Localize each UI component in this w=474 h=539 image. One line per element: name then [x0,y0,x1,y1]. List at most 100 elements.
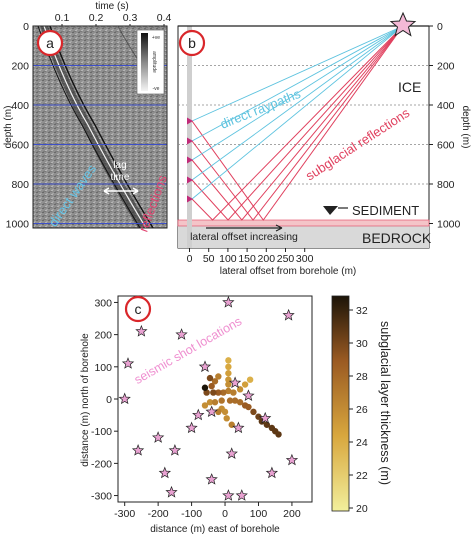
panel-a-time-tick: 0.4 [157,12,172,24]
panel-b-x-tick: 150 [238,253,256,265]
panel-c-x-tick: -100 [181,508,202,520]
thickness-point [206,399,214,406]
panel-b-x-tick: 100 [219,253,237,265]
shot-star-icon [282,308,295,321]
colorbar-tick: 26 [356,404,368,416]
shot-star-icon [118,392,131,405]
thickness-point [230,389,237,396]
receiver-marker-icon [187,195,193,203]
thickness-point [215,373,222,380]
thickness-point [225,357,232,364]
svg-text:c: c [135,301,142,317]
reflected-ray [191,25,404,221]
thickness-point [215,389,222,396]
panel-b-xlabel: lateral offset from borehole (m) [220,266,357,277]
thickness-point [245,403,252,411]
panel-b: ICE direct raypaths subglacial reflectio… [177,11,471,277]
direct-ray [191,25,404,122]
colorbar-top-label: +ve [152,35,160,41]
shot-star-icon [228,376,242,389]
colorbar-mid-label: amplitude [151,51,157,73]
panel-b-x-ticks: 0 50 100 150 200 250 300 [187,248,314,265]
panel-b-depth-tick: 0 [437,21,443,33]
panel-a-depth-tick: 400 [11,100,29,112]
borehole [187,26,192,248]
lag-time-label-2: time [111,172,130,183]
panel-a-depth-tick: 0 [23,21,29,33]
direct-ray [191,25,404,200]
shot-star-icon [225,447,238,459]
lateral-offset-label: lateral offset increasing [190,231,298,243]
direct-ray [191,25,404,142]
shot-star-icon [121,357,135,369]
amplitude-colorbar [141,33,148,91]
shot-star-icon [232,421,245,434]
panel-a-ylabel: depth (m) [3,106,14,149]
thickness-point [225,363,232,371]
panel-b-x-tick: 0 [187,253,193,265]
panel-b-depth-ticks: 0 200 400 600 800 1000 [429,21,461,231]
colorbar-tick: 32 [356,305,368,317]
svg-text:a: a [46,35,54,51]
shot-star-icon [198,360,212,373]
shot-star-icon [135,324,148,337]
shot-stars [118,295,299,501]
shot-star-icon [151,431,165,443]
shot-star-icon [222,489,235,501]
panel-c-x-tick: 0 [222,508,228,520]
bedrock-label: BEDROCK [362,230,432,246]
shot-star-icon [168,444,182,456]
shot-star-icon [222,295,235,308]
panel-c-y-tick: -100 [91,426,112,438]
panel-c: -300 -200 -100 0 100 200 300 200 100 0 -100 -200 -30… [80,295,392,535]
thickness-point [226,397,234,404]
thickness-point [241,381,249,388]
thickness-colorbar [331,295,350,512]
thickness-point [215,408,222,416]
colorbar-tick: 30 [356,338,368,350]
panel-c-y-tick: 0 [106,394,112,406]
thickness-point [208,382,215,390]
colorbar-label: subglacial layer thickness (m) [378,321,392,485]
svg-text:b: b [188,35,196,51]
thickness-point [255,413,262,420]
thickness-point [223,415,230,422]
panel-b-x-tick: 200 [258,253,276,265]
panel-b-x-tick: 300 [296,253,314,265]
colorbar-ticks: 32 30 28 26 24 22 20 [349,305,368,515]
thickness-point [211,399,219,406]
panel-a-depth-tick: 800 [11,179,29,191]
panel-a-frame [32,25,168,229]
panel-a-time-tick: 0.2 [89,12,104,24]
panel-b-x-tick: 50 [203,253,215,265]
panel-a-depth-ticks: 0 200 400 600 800 1000 [6,21,30,231]
shot-star-icon [192,408,205,421]
thickness-point [225,387,232,395]
reflected-ray [191,25,404,221]
receiver-marker-icon [187,176,193,184]
source-star-icon [389,11,417,37]
panel-a: time (s) 0.1 0.2 0.3 0.4 02004006008001000 … [3,1,171,234]
shot-star-icon [265,466,279,479]
panel-a-letter: a [36,29,64,57]
colorbar-tick: 22 [356,470,368,482]
shot-star-icon [205,405,218,418]
panel-a-depth-tick: 600 [11,140,29,152]
shot-star-icon [185,421,198,434]
thickness-point [236,399,244,406]
panel-c-ylabel: distance (m) north of borehole [80,333,91,467]
receiver-marker-icon [187,156,193,164]
panel-c-y-tick: 200 [94,330,112,342]
panel-b-depth-tick: 400 [437,100,455,112]
thickness-point [220,389,227,396]
shot-star-icon [165,485,178,498]
thickness-point [206,374,214,382]
thickness-point [250,408,257,416]
panel-b-x-tick: 250 [277,253,295,265]
sediment-label: SEDIMENT [352,203,419,218]
seismogram-traces [37,26,154,228]
panel-c-x-tick: 100 [250,508,268,520]
panel-a-time-tick: 0.3 [123,12,138,24]
colorbar-tick: 24 [356,437,368,449]
panel-a-time-tick: 0.1 [55,12,70,24]
